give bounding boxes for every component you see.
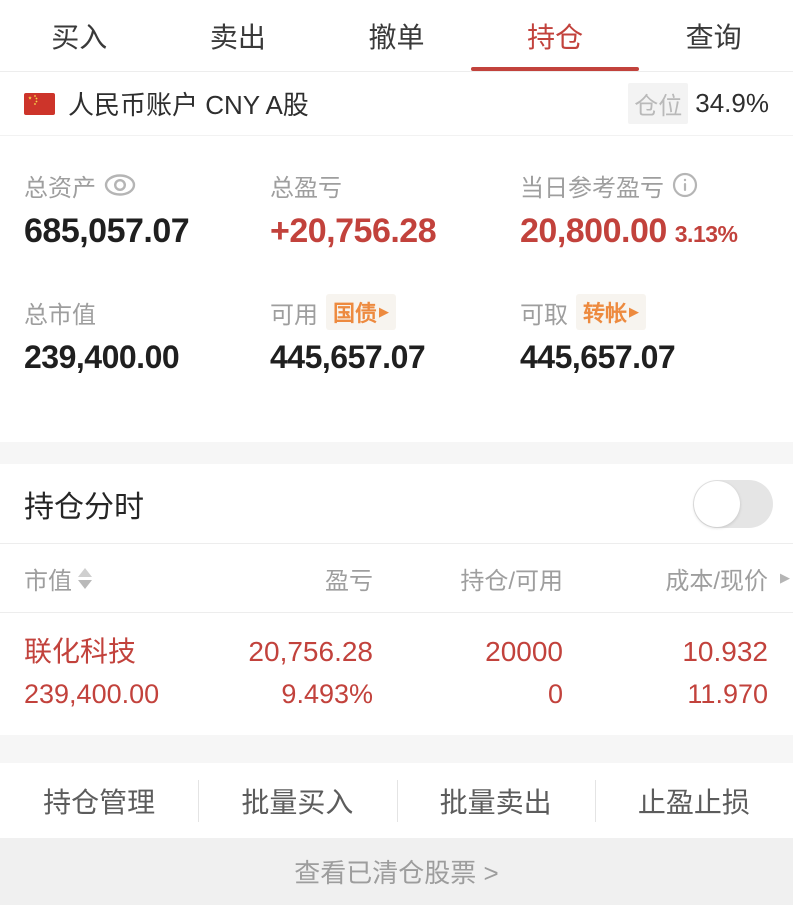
total-market-value-value: 239,400.00 — [24, 339, 180, 375]
batch-sell-button[interactable]: 批量卖出 — [397, 763, 595, 838]
stat-total-assets: 总资产 685,057.07 — [24, 168, 270, 251]
header-market-value[interactable]: 市值 — [24, 561, 193, 596]
tab-sell[interactable]: 卖出 — [209, 21, 266, 53]
holdings-intraday-toggle[interactable] — [693, 479, 773, 528]
header-cost-price[interactable]: 成本/现价 — [665, 567, 768, 595]
account-stats: 总资产 685,057.07 总盈亏 +20,756.28 当日参考盈亏 — [0, 136, 793, 442]
info-icon[interactable] — [672, 172, 698, 198]
stat-daily-pnl: 当日参考盈亏 20,800.00 3.13% — [520, 168, 769, 251]
stock-pnl-percent: 9.493% — [281, 679, 373, 709]
withdrawable-value: 445,657.07 — [520, 339, 676, 375]
stat-withdrawable: 可取 转帐 ▶ 445,657.07 — [520, 294, 769, 376]
header-position-available: 持仓/可用 — [460, 567, 563, 595]
total-pnl-value: +20,756.28 — [270, 212, 437, 250]
toggle-knob — [694, 480, 740, 527]
total-pnl-label: 总盈亏 — [270, 174, 342, 202]
manage-holdings-button[interactable]: 持仓管理 — [43, 786, 156, 818]
triangle-right-icon: ▶ — [629, 304, 640, 319]
holdings-intraday-row: 持仓分时 — [0, 464, 793, 544]
section-divider — [0, 735, 793, 763]
stock-pnl: 20,756.28 — [248, 636, 373, 667]
stock-current-price: 11.970 — [687, 679, 768, 709]
stock-cost: 10.932 — [682, 636, 768, 667]
total-assets-value: 685,057.07 — [24, 212, 190, 250]
holdings-table-header: 市值 盈亏 持仓/可用 成本/现价 ▶ — [0, 544, 793, 613]
stock-market-value: 239,400.00 — [24, 679, 160, 709]
stat-total-pnl: 总盈亏 +20,756.28 — [270, 168, 520, 251]
daily-pnl-value: 20,800.00 3.13% — [520, 212, 738, 250]
china-flag-icon — [24, 92, 55, 115]
account-name: 人民币账户 CNY A股 — [68, 90, 309, 120]
tab-buy[interactable]: 买入 — [51, 21, 108, 53]
cell-name-market-value: 联化科技 239,400.00 — [24, 631, 193, 715]
header-pnl: 盈亏 — [325, 567, 373, 595]
cell-position-available: 20000 0 — [373, 631, 563, 715]
holdings-intraday-title: 持仓分时 — [24, 490, 144, 524]
stock-name: 联化科技 — [24, 636, 137, 667]
total-market-value-label: 总市值 — [24, 301, 96, 329]
stock-available: 0 — [547, 679, 563, 709]
total-assets-label: 总资产 — [24, 174, 96, 202]
table-row[interactable]: 联化科技 239,400.00 20,756.28 9.493% 20000 0… — [0, 613, 793, 735]
position-ratio-chip: 仓位 34.9% — [628, 83, 769, 124]
tab-holdings[interactable]: 持仓 — [471, 0, 639, 71]
eye-icon[interactable] — [104, 173, 136, 197]
transfer-badge[interactable]: 转帐 ▶ — [576, 294, 647, 330]
tab-cancel-order[interactable]: 撤单 — [368, 21, 425, 53]
batch-buy-button[interactable]: 批量买入 — [198, 763, 396, 838]
sort-icon — [78, 567, 92, 589]
cell-pnl: 20,756.28 9.493% — [193, 631, 373, 715]
triangle-right-icon: ▶ — [379, 304, 390, 319]
stat-available: 可用 国债 ▶ 445,657.07 — [270, 294, 520, 376]
daily-pnl-percent: 3.13% — [674, 221, 738, 247]
available-value: 445,657.07 — [270, 339, 426, 375]
tab-query[interactable]: 查询 — [685, 21, 742, 53]
section-divider — [0, 442, 793, 464]
top-tab-bar: 买入 卖出 撤单 持仓 查询 — [0, 0, 793, 72]
stock-position: 20000 — [485, 636, 563, 667]
withdrawable-label: 可取 — [520, 301, 568, 329]
available-label: 可用 — [270, 301, 318, 329]
cell-cost-price: 10.932 11.970 — [563, 631, 768, 715]
treasury-bond-badge[interactable]: 国债 ▶ — [326, 294, 397, 330]
triangle-right-icon: ▶ — [780, 570, 790, 585]
stat-total-market-value: 总市值 239,400.00 — [24, 295, 270, 376]
action-bar: 持仓管理 批量买入 批量卖出 止盈止损 — [0, 763, 793, 838]
position-ratio-value: 34.9% — [695, 88, 769, 118]
daily-pnl-label: 当日参考盈亏 — [520, 174, 664, 202]
account-selector-row[interactable]: 人民币账户 CNY A股 仓位 34.9% — [0, 72, 793, 136]
position-ratio-label: 仓位 — [628, 83, 689, 124]
footer-bar: 查看已清仓股票 > — [0, 838, 793, 905]
view-cleared-stocks-link[interactable]: 查看已清仓股票 > — [294, 858, 499, 888]
stop-profit-loss-button[interactable]: 止盈止损 — [595, 763, 793, 838]
